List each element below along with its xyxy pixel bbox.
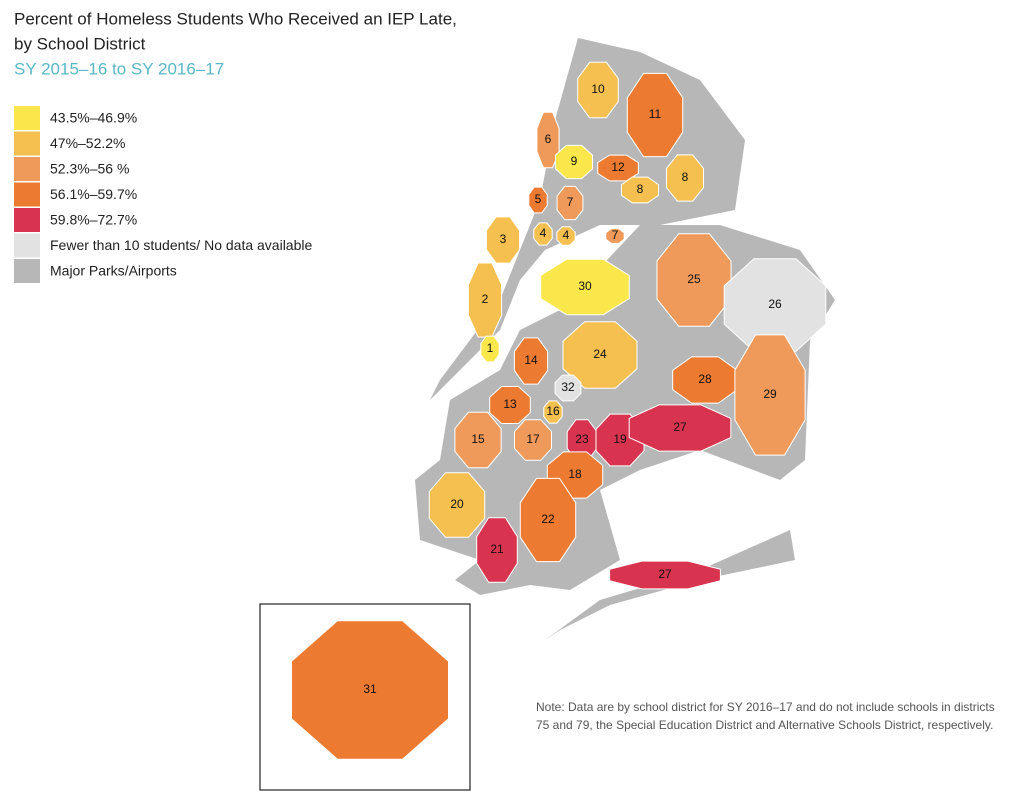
district-label: 30 (578, 279, 592, 293)
legend-swatch (14, 182, 40, 207)
district (626, 72, 684, 158)
district-label: 22 (541, 512, 555, 526)
legend: 43.5%–46.9% 47%–52.2% 52.3%–56 % 56.1%–59.7… (14, 106, 312, 283)
district-label: 17 (526, 432, 540, 446)
district (519, 477, 577, 563)
district-label: 32 (561, 380, 575, 394)
district (556, 185, 584, 221)
district (656, 233, 732, 327)
district (628, 404, 732, 452)
district-label: 5 (535, 192, 542, 206)
district-label: 21 (490, 542, 504, 556)
district-label: 20 (450, 497, 464, 511)
legend-label: 56.1%–59.7% (50, 186, 137, 202)
title-line: Percent of Homeless Students Who Receive… (14, 9, 457, 28)
district-label: 13 (503, 397, 517, 411)
district-label: 24 (593, 347, 607, 361)
district-label: 16 (546, 404, 560, 418)
note: Note: Data are by school district for SY… (536, 700, 995, 732)
district (513, 337, 549, 385)
legend-label: 47%–52.2% (50, 135, 126, 151)
district (528, 186, 548, 214)
district (672, 356, 738, 404)
district (562, 321, 638, 389)
legend-label: 59.8%–72.7% (50, 212, 137, 228)
district-label: 31 (363, 682, 377, 696)
district-label: 27 (673, 420, 687, 434)
district-label: 4 (540, 226, 547, 240)
district-label: 26 (768, 297, 782, 311)
district (577, 61, 619, 119)
legend-swatch (14, 208, 40, 232)
district-label: 10 (591, 82, 605, 96)
subtitle: SY 2015–16 to SY 2016–17 (14, 59, 224, 78)
district-label: 27 (658, 567, 672, 581)
district (666, 154, 704, 202)
legend-label: Fewer than 10 students/ No data availabl… (50, 237, 312, 253)
district-label: 7 (612, 228, 619, 242)
district-label: 6 (545, 132, 552, 146)
district (540, 258, 630, 316)
district (428, 472, 486, 538)
district-label: 19 (613, 432, 627, 446)
legend-swatch (14, 106, 40, 130)
district (533, 222, 553, 246)
district (454, 411, 502, 469)
district-label: 9 (571, 154, 578, 168)
district-label: 25 (687, 272, 701, 286)
district (597, 154, 639, 182)
district-label: 4 (563, 228, 570, 242)
legend-swatch (14, 259, 40, 283)
district (605, 228, 625, 244)
legend-label: 43.5%–46.9% (50, 110, 137, 126)
district-label: 18 (568, 467, 582, 481)
district-label: 12 (611, 160, 625, 174)
district (476, 517, 518, 583)
district (485, 216, 521, 264)
district (621, 176, 659, 204)
district (554, 374, 582, 402)
district-label: 14 (524, 353, 538, 367)
district (734, 334, 806, 456)
district (543, 400, 563, 424)
district (291, 620, 449, 760)
district-label: 3 (500, 232, 507, 246)
district-label: 8 (637, 182, 644, 196)
district (609, 560, 721, 590)
district (480, 335, 500, 363)
district-label: 2 (482, 292, 489, 306)
district-label: 11 (649, 107, 662, 121)
legend-swatch (14, 157, 40, 181)
legend-label: 52.3%–56 % (50, 161, 129, 177)
legend-swatch (14, 131, 40, 156)
district-label: 1 (487, 341, 494, 355)
district-label: 28 (698, 372, 712, 386)
district (514, 419, 552, 461)
district (556, 226, 576, 246)
district-label: 8 (682, 170, 689, 184)
district-label: 15 (471, 432, 485, 446)
district-label: 7 (567, 195, 574, 209)
legend-swatch (14, 233, 40, 258)
title-line: by School District (14, 34, 146, 53)
district-label: 23 (575, 432, 589, 446)
legend-label: Major Parks/Airports (50, 263, 177, 279)
district (555, 144, 593, 180)
district-label: 29 (763, 387, 777, 401)
district (489, 386, 531, 424)
district (536, 111, 560, 169)
inset-frame (259, 603, 471, 791)
